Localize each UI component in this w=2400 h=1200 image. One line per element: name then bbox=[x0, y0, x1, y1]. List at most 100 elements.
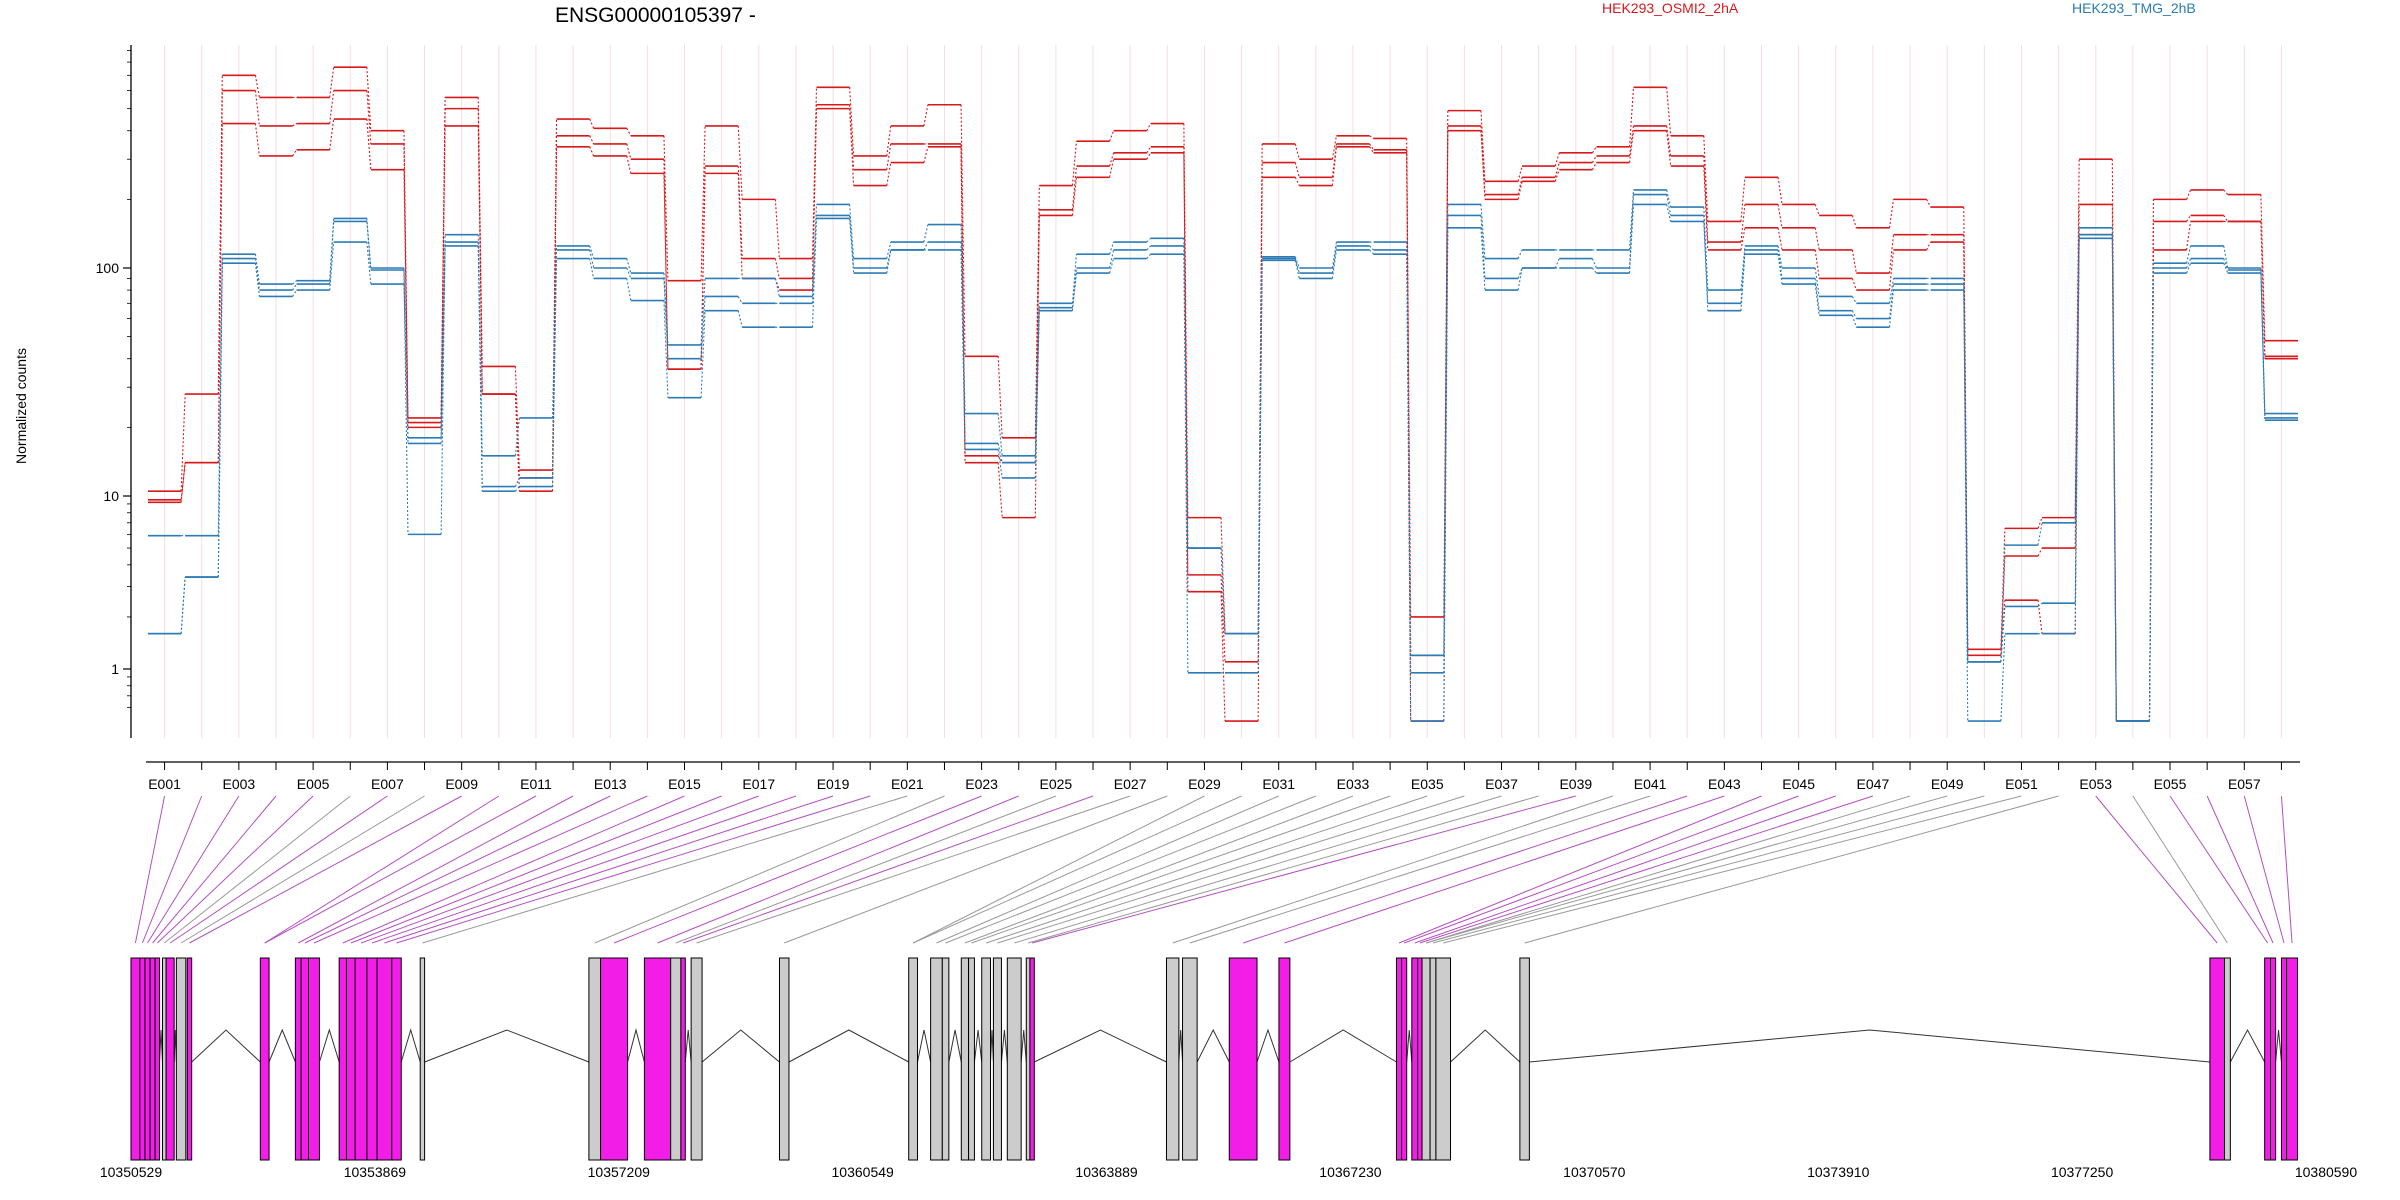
series-hek293-osmi2-2ha-2 bbox=[148, 89, 2298, 722]
series-transition bbox=[663, 278, 669, 359]
y-tick-label: 1 bbox=[111, 661, 119, 677]
exon-block-45 bbox=[1417, 957, 1423, 1161]
series-transition bbox=[886, 125, 892, 157]
series-transition bbox=[1814, 278, 1820, 311]
series-transition bbox=[737, 310, 743, 328]
connector-e039 bbox=[1031, 795, 1576, 944]
exon-block-50 bbox=[2209, 957, 2226, 1161]
connector-e048 bbox=[1425, 795, 1911, 944]
x-tick-label-e009: E009 bbox=[445, 776, 478, 792]
x-tick-label-e023: E023 bbox=[965, 776, 998, 792]
intron-line bbox=[1034, 1029, 1167, 1063]
intron-line bbox=[318, 1028, 340, 1063]
series-transition bbox=[1294, 258, 1300, 274]
x-tick-label-e039: E039 bbox=[1559, 776, 1592, 792]
series-transition bbox=[737, 125, 743, 200]
series-transition bbox=[2037, 600, 2043, 634]
y-axis-label: Normalized counts bbox=[13, 348, 29, 464]
series-transition bbox=[1814, 227, 1820, 251]
series-transition bbox=[1331, 241, 1337, 269]
connector-e023 bbox=[613, 795, 982, 944]
series-transition bbox=[960, 249, 966, 450]
series-transition bbox=[1666, 194, 1672, 216]
series-transition bbox=[1740, 254, 1746, 311]
series-transition bbox=[1851, 296, 1857, 304]
connector-e010 bbox=[264, 795, 500, 944]
x-tick-label-e049: E049 bbox=[1931, 776, 1964, 792]
series-transition bbox=[514, 477, 520, 487]
connector-e005 bbox=[157, 795, 314, 944]
series-transition bbox=[1480, 130, 1486, 200]
exon-block-15 bbox=[345, 957, 356, 1161]
series-transition bbox=[700, 310, 706, 398]
coord-label: 10357209 bbox=[588, 1164, 651, 1180]
coord-label: 10350529 bbox=[100, 1164, 163, 1180]
intron-line bbox=[948, 1029, 962, 1063]
exon-block-18 bbox=[376, 957, 393, 1161]
x-tick-label-e043: E043 bbox=[1708, 776, 1741, 792]
series-transition bbox=[2260, 194, 2266, 341]
connector-e014 bbox=[313, 795, 648, 944]
exon-block-16 bbox=[354, 957, 368, 1161]
series-transition bbox=[1294, 260, 1300, 279]
coord-label: 10380590 bbox=[2295, 1164, 2358, 1180]
exon-block-37 bbox=[1029, 957, 1035, 1161]
exon-block-22 bbox=[600, 957, 629, 1161]
series-transition bbox=[1628, 130, 1635, 163]
series-transition bbox=[663, 173, 669, 370]
series-transition bbox=[1740, 227, 1746, 251]
series-transition bbox=[1554, 258, 1560, 269]
series-transition bbox=[1109, 258, 1115, 274]
series-transition bbox=[626, 267, 632, 279]
series-transition bbox=[2074, 238, 2080, 634]
series-transition bbox=[180, 462, 186, 503]
series-transition bbox=[1517, 181, 1523, 200]
series-transition bbox=[997, 455, 1003, 463]
exon-block-2 bbox=[139, 957, 146, 1161]
connector-e045 bbox=[1403, 795, 1799, 944]
series-transition bbox=[1888, 234, 1895, 274]
series-transition bbox=[1666, 204, 1672, 222]
exon-connector-lines bbox=[134, 795, 2293, 944]
series-transition bbox=[700, 278, 706, 345]
connector-e052 bbox=[1524, 795, 2059, 944]
series-transition bbox=[1740, 177, 1746, 222]
exon-block-4 bbox=[149, 957, 156, 1161]
exon-block-17 bbox=[366, 957, 378, 1161]
exon-block-8 bbox=[175, 957, 187, 1161]
connector-e051 bbox=[1443, 795, 2022, 944]
series-transition bbox=[663, 300, 669, 398]
series-transition bbox=[1554, 162, 1560, 178]
exon-block-20 bbox=[419, 957, 426, 1161]
series-transition bbox=[774, 258, 780, 279]
series-transition bbox=[254, 123, 260, 157]
series-transition bbox=[2000, 606, 2006, 662]
exon-block-36 bbox=[1025, 957, 1031, 1161]
connector-e017 bbox=[360, 795, 759, 944]
coord-label: 10373910 bbox=[1807, 1164, 1870, 1180]
exon-block-38 bbox=[1165, 957, 1180, 1161]
intron-line bbox=[191, 1029, 261, 1063]
series-transition bbox=[254, 90, 260, 126]
series-transition bbox=[1146, 123, 1152, 131]
connector-e019 bbox=[384, 795, 834, 944]
series-transition bbox=[1814, 204, 1820, 216]
connector-e001 bbox=[134, 795, 166, 944]
series-transition bbox=[292, 280, 297, 285]
series-transition bbox=[366, 241, 372, 285]
series-transition bbox=[1591, 162, 1597, 170]
connector-e058 bbox=[2280, 795, 2293, 944]
series-transition bbox=[737, 173, 743, 279]
series-transition bbox=[997, 356, 1003, 438]
chart-title: ENSG00000105397 - bbox=[555, 4, 756, 27]
coord-label: 10353869 bbox=[344, 1164, 407, 1180]
connector-e033 bbox=[964, 795, 1354, 944]
series-transition bbox=[1814, 249, 1820, 279]
series-transition bbox=[1331, 249, 1337, 279]
connector-e002 bbox=[141, 795, 203, 944]
x-tick-label-e017: E017 bbox=[742, 776, 775, 792]
connector-e013 bbox=[304, 795, 611, 944]
connector-e003 bbox=[147, 795, 240, 944]
intron-line bbox=[1406, 1029, 1413, 1063]
